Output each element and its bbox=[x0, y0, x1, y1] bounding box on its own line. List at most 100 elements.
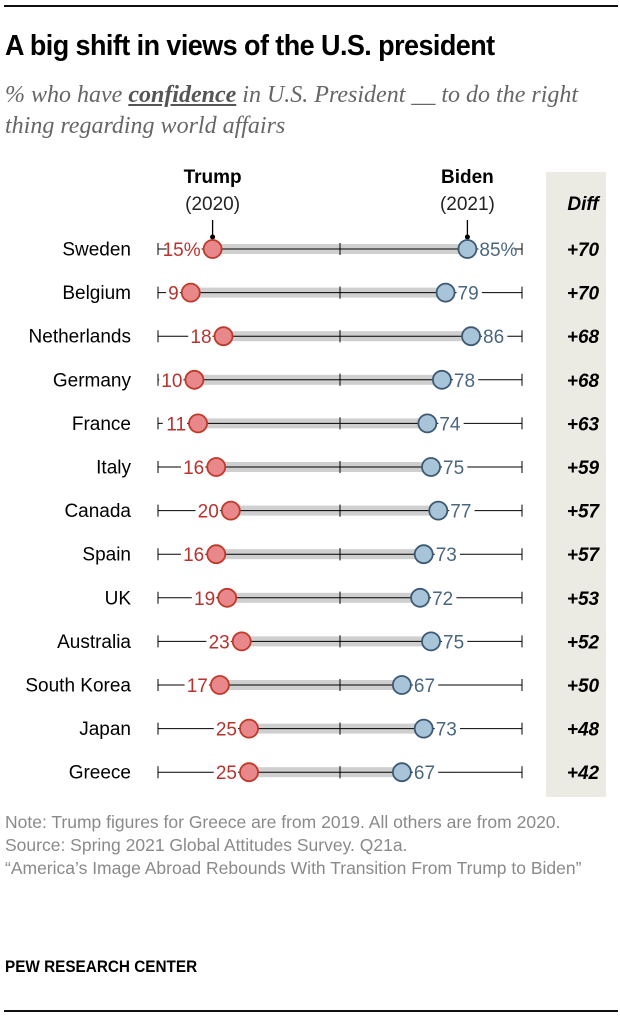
legend-biden-label: Biden bbox=[441, 167, 494, 188]
biden-value-label: 72 bbox=[432, 589, 453, 610]
country-label: Netherlands bbox=[29, 327, 131, 348]
trump-value-label: 23 bbox=[209, 632, 230, 653]
trump-value-label: 17 bbox=[187, 676, 208, 697]
biden-value-label: 73 bbox=[436, 720, 457, 741]
country-label: Belgium bbox=[62, 283, 131, 304]
trump-label-knockout bbox=[206, 630, 231, 653]
biden-value-label: 73 bbox=[436, 545, 457, 566]
diff-value: +68 bbox=[567, 371, 600, 392]
subtitle-prefix: % who have bbox=[5, 82, 129, 108]
biden-dot bbox=[417, 413, 438, 434]
country-label: Japan bbox=[79, 719, 131, 740]
trump-dot bbox=[206, 457, 227, 477]
country-label: Greece bbox=[69, 763, 131, 784]
trump-value-label: 15% bbox=[163, 240, 201, 261]
biden-dot bbox=[428, 500, 449, 521]
diff-value: +52 bbox=[567, 632, 600, 653]
biden-value-label: 75 bbox=[443, 458, 464, 479]
biden-value-label: 74 bbox=[439, 414, 461, 435]
trump-label-knockout bbox=[188, 325, 213, 348]
trump-dot bbox=[180, 282, 201, 303]
biden-dot bbox=[457, 239, 478, 259]
trump-label-knockout bbox=[180, 543, 206, 566]
trump-label-knockout bbox=[184, 674, 209, 696]
biden-dot bbox=[391, 762, 412, 783]
diff-value: +59 bbox=[567, 458, 600, 479]
biden-dot bbox=[435, 282, 456, 303]
legend-trump-pointer-dot bbox=[210, 234, 216, 240]
trump-value-label: 20 bbox=[198, 502, 219, 523]
trump-label-knockout bbox=[166, 238, 202, 260]
biden-label-knockout bbox=[456, 281, 482, 304]
biden-dot bbox=[391, 675, 412, 695]
biden-value-label: 67 bbox=[414, 763, 435, 784]
subtitle-emphasis: confidence bbox=[128, 82, 237, 108]
trump-dot bbox=[213, 326, 234, 347]
trump-value-label: 25 bbox=[216, 763, 237, 784]
diff-value: +70 bbox=[567, 284, 600, 305]
country-label: Australia bbox=[57, 632, 131, 653]
notes-block: Note: Trump figures for Greece are from … bbox=[5, 811, 615, 880]
trump-label-knockout bbox=[213, 717, 238, 740]
chart-subtitle: % who have confidence in U.S. President … bbox=[5, 80, 615, 142]
biden-dot bbox=[461, 326, 481, 347]
trump-label-knockout bbox=[213, 761, 238, 784]
trump-label-knockout bbox=[191, 586, 217, 609]
diff-header: Diff bbox=[567, 194, 600, 215]
biden-dot bbox=[432, 369, 452, 390]
diff-value: +48 bbox=[567, 720, 600, 741]
diff-value: +63 bbox=[567, 414, 600, 435]
trump-value-label: 11 bbox=[166, 414, 186, 435]
biden-label-knockout bbox=[449, 499, 475, 522]
biden-dot bbox=[421, 631, 441, 652]
country-label: Canada bbox=[64, 501, 131, 522]
trump-dot bbox=[206, 544, 227, 565]
trump-dot bbox=[217, 587, 238, 608]
bottom-rule bbox=[4, 1010, 618, 1012]
legend-biden-pointer-dot bbox=[464, 234, 470, 240]
biden-label-knockout bbox=[442, 456, 468, 478]
trump-value-label: 9 bbox=[168, 284, 179, 305]
trump-label-knockout bbox=[162, 412, 188, 435]
diff-column-background bbox=[546, 172, 606, 797]
trump-label-knockout bbox=[180, 456, 206, 478]
biden-label-knockout bbox=[478, 238, 515, 260]
diff-value: +57 bbox=[567, 502, 601, 523]
diff-value: +68 bbox=[567, 327, 600, 348]
diff-value: +57 bbox=[567, 545, 601, 566]
biden-label-knockout bbox=[431, 586, 457, 609]
biden-dot bbox=[413, 718, 434, 739]
trump-value-label: 18 bbox=[190, 327, 211, 348]
legend-biden-year: (2021) bbox=[440, 194, 495, 215]
country-label: Germany bbox=[53, 370, 132, 391]
trump-label-knockout bbox=[195, 499, 220, 522]
trump-dot bbox=[209, 675, 230, 695]
biden-label-knockout bbox=[412, 761, 439, 784]
biden-value-label: 86 bbox=[483, 327, 504, 348]
diff-value: +53 bbox=[567, 589, 600, 610]
country-label: Spain bbox=[82, 545, 131, 566]
report-title-text: “America’s Image Abroad Rebounds With Tr… bbox=[5, 858, 582, 878]
biden-value-label: 75 bbox=[443, 632, 464, 653]
trump-label-knockout bbox=[159, 368, 184, 391]
country-label: France bbox=[72, 414, 131, 435]
biden-value-label: 79 bbox=[458, 284, 479, 305]
trump-dot bbox=[231, 631, 252, 652]
trump-dot bbox=[202, 239, 223, 259]
biden-dot bbox=[421, 457, 441, 477]
biden-dot bbox=[413, 544, 434, 565]
biden-label-knockout bbox=[434, 717, 460, 740]
country-label: UK bbox=[105, 588, 132, 609]
trump-value-label: 25 bbox=[216, 720, 237, 741]
legend-trump-year: (2020) bbox=[185, 194, 240, 215]
diff-value: +70 bbox=[567, 240, 600, 261]
top-rule bbox=[4, 5, 618, 7]
trump-dot bbox=[184, 369, 205, 390]
diff-value: +42 bbox=[567, 763, 600, 784]
biden-label-knockout bbox=[482, 325, 508, 348]
trump-value-label: 16 bbox=[183, 545, 204, 566]
trump-dot bbox=[239, 718, 259, 739]
brand-logo-text: PEW RESEARCH CENTER bbox=[5, 957, 198, 976]
biden-label-knockout bbox=[452, 368, 479, 391]
legend-trump-label: Trump bbox=[184, 167, 242, 188]
